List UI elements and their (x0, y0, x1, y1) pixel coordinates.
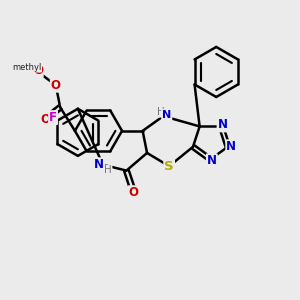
Text: N: N (162, 110, 171, 120)
Text: O: O (33, 64, 43, 77)
Text: O: O (40, 112, 50, 126)
Text: N: N (218, 118, 228, 131)
Text: methyl: methyl (12, 63, 42, 72)
Text: H: H (157, 107, 165, 117)
Text: O: O (51, 79, 61, 92)
Text: N: N (207, 154, 217, 167)
Text: F: F (49, 111, 57, 124)
Text: N: N (226, 140, 236, 153)
Text: O: O (129, 186, 139, 199)
Text: S: S (164, 160, 174, 173)
Text: N: N (94, 158, 104, 171)
Text: H: H (104, 165, 112, 175)
